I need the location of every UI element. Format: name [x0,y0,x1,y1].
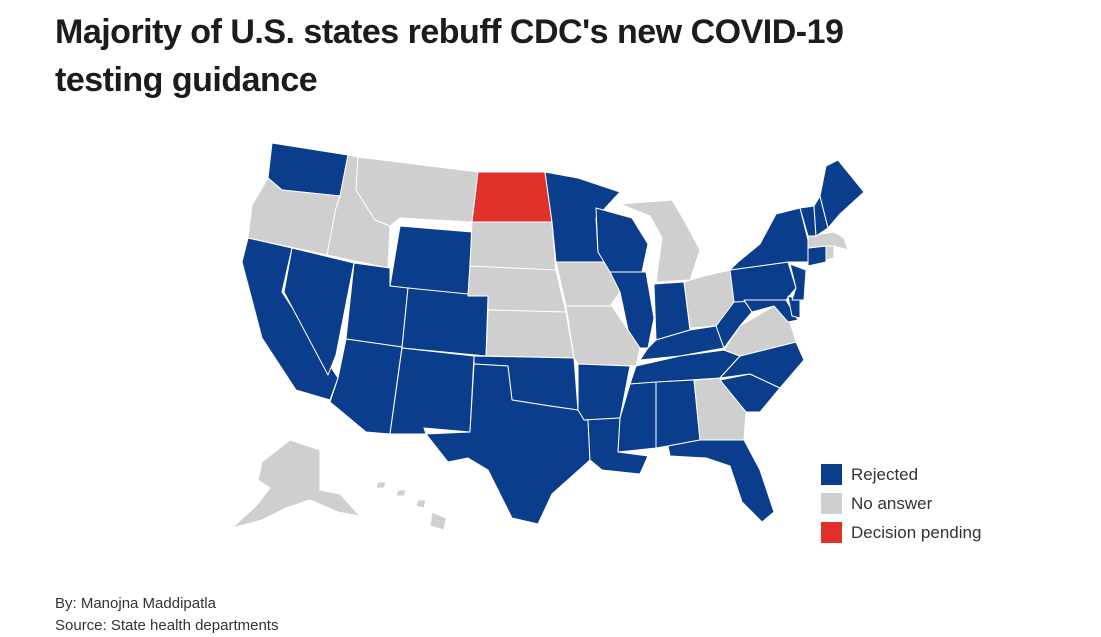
chart-title: Majority of U.S. states rebuff CDC's new… [55,13,844,99]
state-new-jersey[interactable] [789,263,807,301]
state-south-dakota[interactable] [469,221,557,273]
legend-label: No answer [851,493,933,513]
state-massachusetts[interactable] [807,231,849,251]
state-wisconsin[interactable] [595,207,649,273]
state-north-dakota[interactable] [471,171,553,223]
state-connecticut[interactable] [807,245,827,267]
byline: By: Manojna Maddipatla [55,595,216,612]
legend-label: Decision pending [851,522,982,542]
legend-label: Rejected [851,464,919,484]
state-alaska[interactable] [231,439,361,529]
state-rhode-island[interactable] [825,245,835,261]
credits: By: Manojna Maddipatla Source: State hea… [55,593,278,637]
state-alabama[interactable] [655,379,701,449]
legend-swatch [821,493,842,514]
state-hawaii-kauai[interactable] [375,481,387,489]
state-hawaii-oahu[interactable] [395,489,407,497]
state-iowa[interactable] [555,261,621,307]
legend-item-rejected: Rejected [821,460,981,489]
legend-item-pending: Decision pending [821,518,981,547]
state-illinois[interactable] [609,271,655,349]
state-hawaii-big-island[interactable] [429,511,447,531]
state-florida[interactable] [667,439,775,523]
state-montana[interactable] [355,156,479,227]
state-wyoming[interactable] [389,225,473,297]
state-hawaii-maui[interactable] [415,499,427,509]
state-missouri[interactable] [565,305,641,367]
state-texas[interactable] [425,363,591,525]
state-new-york[interactable] [729,207,809,271]
state-kansas[interactable] [485,309,575,359]
map-legend: Rejected No answer Decision pending [821,460,981,547]
state-mississippi[interactable] [617,381,657,453]
state-arizona[interactable] [329,338,403,435]
state-nevada[interactable] [283,247,355,376]
source-note: Source: State health departments [55,617,279,634]
state-new-mexico[interactable] [389,347,475,435]
state-colorado[interactable] [401,287,489,357]
state-maryland[interactable] [743,299,799,323]
state-maine[interactable] [819,159,865,229]
legend-swatch [821,464,842,485]
legend-item-no-answer: No answer [821,489,981,518]
state-california[interactable] [241,237,339,401]
legend-swatch [821,522,842,543]
